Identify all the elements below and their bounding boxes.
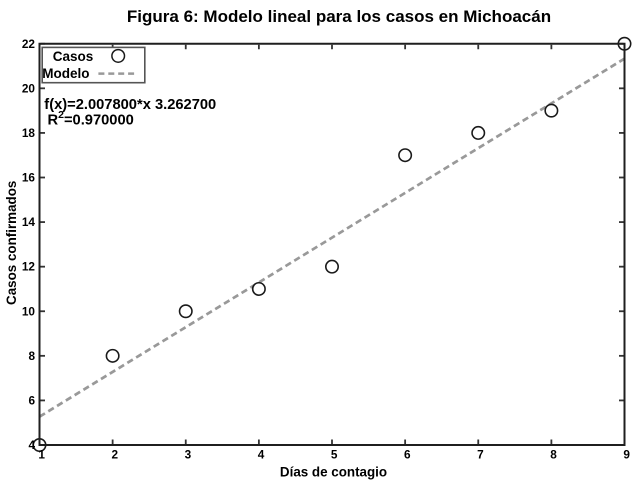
svg-text:6: 6 — [404, 447, 411, 461]
svg-text:8: 8 — [28, 349, 35, 363]
svg-text:7: 7 — [477, 447, 484, 461]
svg-text:Modelo: Modelo — [42, 66, 89, 81]
svg-text:10: 10 — [22, 304, 36, 318]
svg-text:Casos confirmados: Casos confirmados — [4, 181, 19, 305]
svg-text:8: 8 — [550, 447, 557, 461]
svg-text:20: 20 — [22, 81, 36, 95]
svg-text:9: 9 — [623, 447, 630, 461]
svg-text:18: 18 — [22, 126, 36, 140]
svg-text:4: 4 — [28, 438, 35, 452]
svg-text:R2=0.970000: R2=0.970000 — [48, 109, 134, 128]
svg-text:Figura 6: Modelo lineal para l: Figura 6: Modelo lineal para los casos e… — [127, 7, 551, 26]
svg-text:f(x)=2.007800*x 3.262700: f(x)=2.007800*x 3.262700 — [44, 97, 216, 113]
svg-text:16: 16 — [22, 171, 36, 185]
svg-text:5: 5 — [331, 447, 338, 461]
svg-text:3: 3 — [185, 447, 192, 461]
svg-text:14: 14 — [22, 215, 36, 229]
svg-text:12: 12 — [22, 260, 36, 274]
svg-text:Días de contagio: Días de contagio — [280, 464, 387, 479]
svg-text:Casos: Casos — [53, 49, 94, 64]
svg-text:2: 2 — [112, 447, 119, 461]
svg-text:6: 6 — [28, 393, 35, 407]
svg-text:22: 22 — [22, 37, 36, 51]
svg-text:1: 1 — [38, 447, 45, 461]
svg-text:4: 4 — [258, 447, 265, 461]
